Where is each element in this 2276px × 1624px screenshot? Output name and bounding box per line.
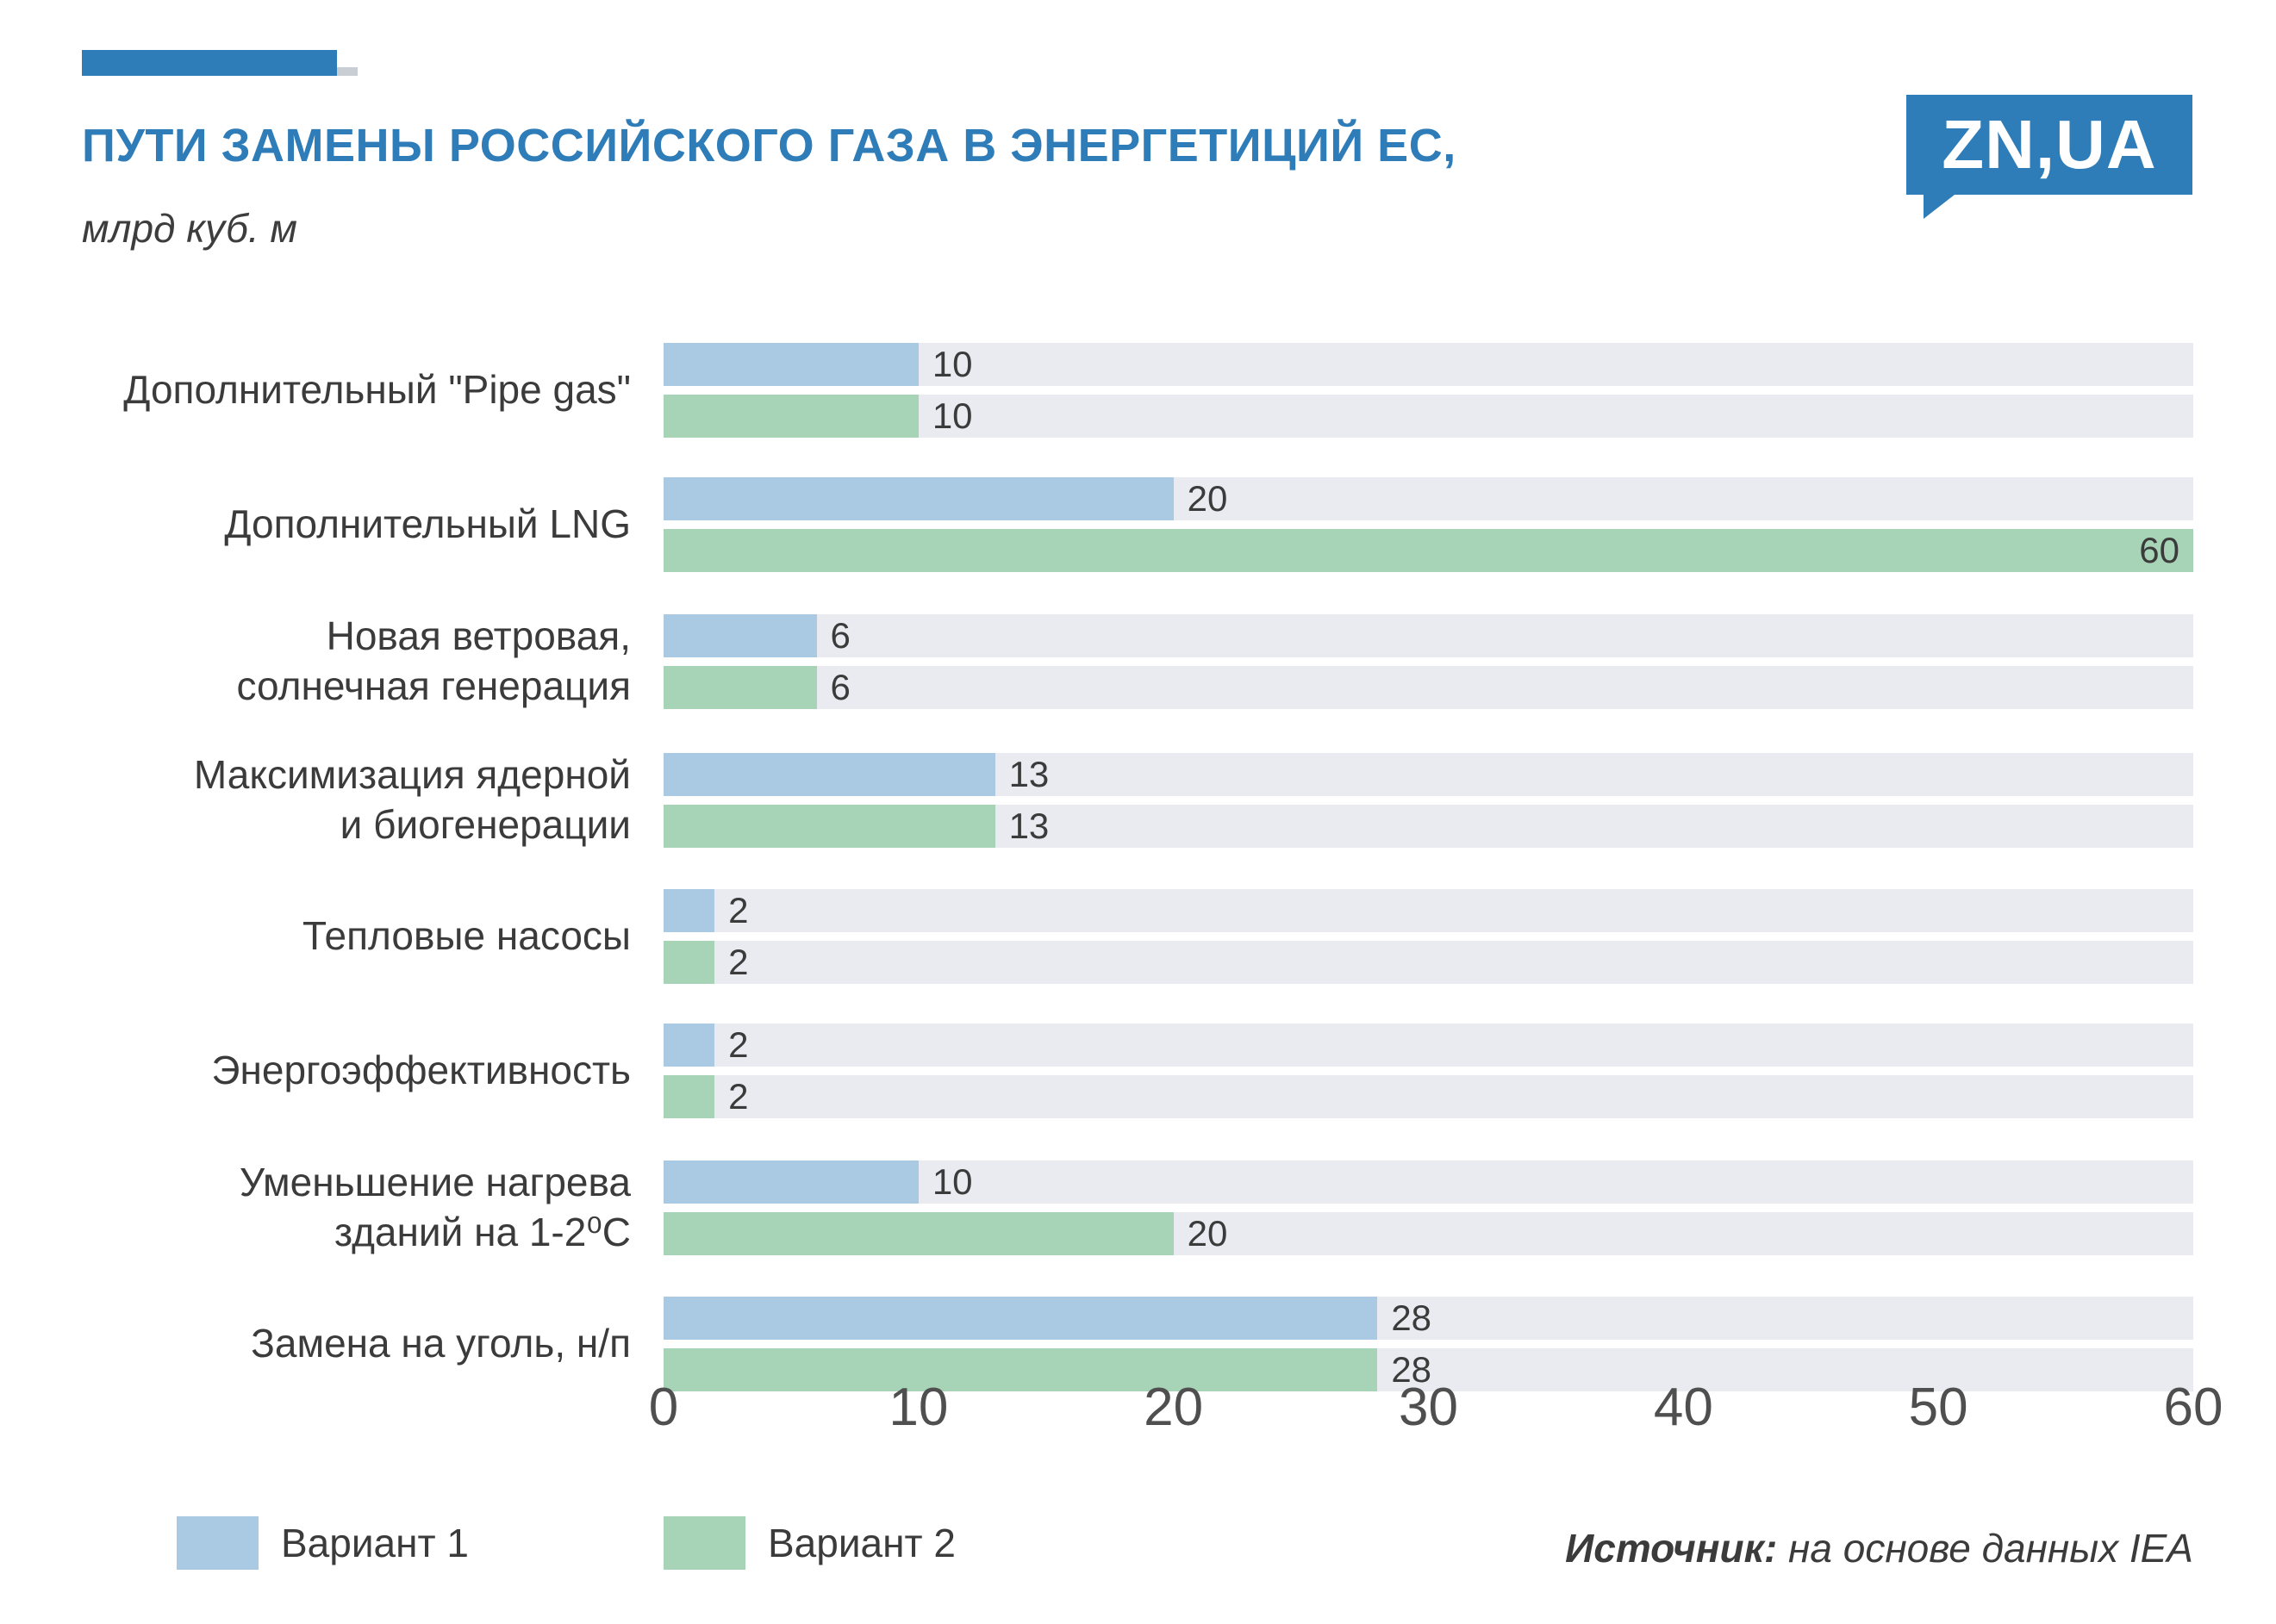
bar-variant1 (664, 1024, 715, 1067)
category-label: Замена на уголь, н/п (251, 1321, 631, 1366)
legend-item-variant2: Вариант 2 (664, 1516, 956, 1570)
bar-value-label: 20 (1187, 478, 1228, 519)
bar-track: 2 (664, 1075, 2193, 1118)
legend-label-variant1: Вариант 1 (281, 1521, 469, 1565)
zn-ua-logo-text: ZN,UA (1942, 106, 2157, 183)
x-axis: 0 10 20 30 40 50 60 (649, 1377, 2223, 1454)
bar-variant1 (664, 343, 919, 386)
category-label: Тепловые насосы (302, 913, 631, 959)
legend-swatch-variant2 (664, 1516, 745, 1570)
category-label: Максимизация ядерной и биогенерации (193, 752, 631, 847)
category-label: Уменьшение нагрева зданий на 1-2⁰С (239, 1160, 631, 1254)
category-label: Энергоэффективность (211, 1048, 631, 1093)
bar-group: Дополнительный LNG 20 60 (82, 477, 2193, 572)
bar-track: 10 (664, 1160, 2193, 1204)
top-accent-bar (82, 50, 337, 76)
bar-variant1 (664, 889, 715, 932)
page-subtitle: млрд куб. м (82, 206, 297, 251)
bar-variant2 (664, 941, 715, 984)
bar-group: Новая ветровая, солнечная генерация 6 6 (82, 612, 2193, 711)
bar-pair: 13 13 (664, 752, 2193, 848)
bar-track: 6 (664, 613, 2193, 657)
bar-track: 20 (664, 1211, 2193, 1255)
bar-variant1 (664, 613, 817, 657)
bar-track: 2 (664, 1024, 2193, 1067)
bar-value-label: 60 (2139, 530, 2179, 570)
bar-variant1 (664, 1160, 919, 1204)
bar-value-label: 28 (1391, 1349, 1432, 1390)
legend-item-variant1: Вариант 1 (177, 1516, 469, 1570)
bar-variant2 (664, 529, 2193, 572)
top-accent-step (337, 67, 358, 76)
bar-value-label: 10 (932, 1160, 973, 1202)
bar-variant2 (664, 1075, 715, 1118)
bar-track: 28 (664, 1348, 2193, 1391)
x-axis-tick: 50 (1908, 1378, 1968, 1437)
source-note: Источник: на основе данных IEA (1565, 1525, 2193, 1571)
bar-track: 6 (664, 665, 2193, 709)
page-title: ПУТИ ЗАМЕНЫ РОССИЙСКОГО ГАЗА В ЭНЕРГЕТИЦ… (82, 120, 1456, 171)
bar-track: 13 (664, 804, 2193, 848)
bar-track: 13 (664, 752, 2193, 796)
bar-value-label: 2 (728, 1076, 749, 1117)
bar-value-label: 13 (1008, 805, 1050, 846)
bar-variant2 (664, 665, 817, 709)
bar-track: 10 (664, 343, 2193, 386)
bar-value-label: 6 (830, 666, 851, 707)
bar-track: 2 (664, 889, 2193, 932)
bar-value-label: 2 (728, 942, 749, 982)
bar-group: Дополнительный "Pipe gas" 10 10 (82, 343, 2193, 438)
bar-value-label: 10 (932, 344, 973, 384)
bar-value-label: 10 (932, 395, 973, 436)
legend-label-variant2: Вариант 2 (768, 1521, 956, 1565)
source-label: Источник: (1565, 1526, 1778, 1571)
bar-track: 60 (664, 529, 2193, 572)
bar-variant2 (664, 395, 919, 438)
x-axis-tick: 40 (1653, 1378, 1713, 1437)
bar-track: 10 (664, 395, 2193, 438)
x-axis-tick: 30 (1399, 1378, 1458, 1437)
bar-group: Энергоэффективность 2 2 (82, 1024, 2193, 1118)
bar-group: Максимизация ядерной и биогенерации 13 13 (82, 750, 2193, 849)
bar-pair: 20 60 (664, 477, 2193, 572)
source-text: на основе данных IEA (1777, 1526, 2193, 1571)
bar-variant2 (664, 1348, 1378, 1391)
category-label: Новая ветровая, солнечная генерация (236, 613, 631, 708)
category-label: Дополнительный "Pipe gas" (123, 367, 631, 413)
bar-value-label: 20 (1187, 1212, 1228, 1254)
bar-value-label: 28 (1391, 1297, 1432, 1338)
bar-chart: Дополнительный "Pipe gas" 10 10 Дополнитель… (82, 343, 2193, 1431)
bar-track: 20 (664, 477, 2193, 520)
legend-swatch-variant1 (177, 1516, 259, 1570)
bar-value-label: 2 (728, 890, 749, 930)
bar-variant1 (664, 752, 995, 796)
bar-variant2 (664, 804, 995, 848)
bar-group: Замена на уголь, н/п 28 28 (82, 1297, 2193, 1391)
bar-track: 28 (664, 1297, 2193, 1340)
zn-ua-logo-tail (1924, 195, 1955, 219)
bar-variant2 (664, 1211, 1174, 1255)
bar-pair: 28 28 (664, 1297, 2193, 1391)
x-axis-tick: 10 (889, 1378, 949, 1437)
bar-value-label: 6 (830, 614, 851, 656)
bar-value-label: 13 (1008, 753, 1050, 794)
bar-pair: 10 10 (664, 343, 2193, 438)
bar-track: 2 (664, 941, 2193, 984)
x-axis-tick: 60 (2163, 1378, 2223, 1437)
x-axis-tick: 0 (648, 1378, 679, 1437)
zn-ua-logo: ZN,UA (1906, 95, 2192, 195)
category-label: Дополнительный LNG (224, 501, 631, 547)
bar-value-label: 2 (728, 1024, 749, 1065)
bar-group: Уменьшение нагрева зданий на 1-2⁰С 10 20 (82, 1158, 2193, 1257)
x-axis-tick: 20 (1144, 1378, 1204, 1437)
bar-variant1 (664, 1297, 1378, 1340)
bar-variant1 (664, 477, 1174, 520)
bar-pair: 10 20 (664, 1160, 2193, 1255)
bar-group: Тепловые насосы 2 2 (82, 889, 2193, 984)
